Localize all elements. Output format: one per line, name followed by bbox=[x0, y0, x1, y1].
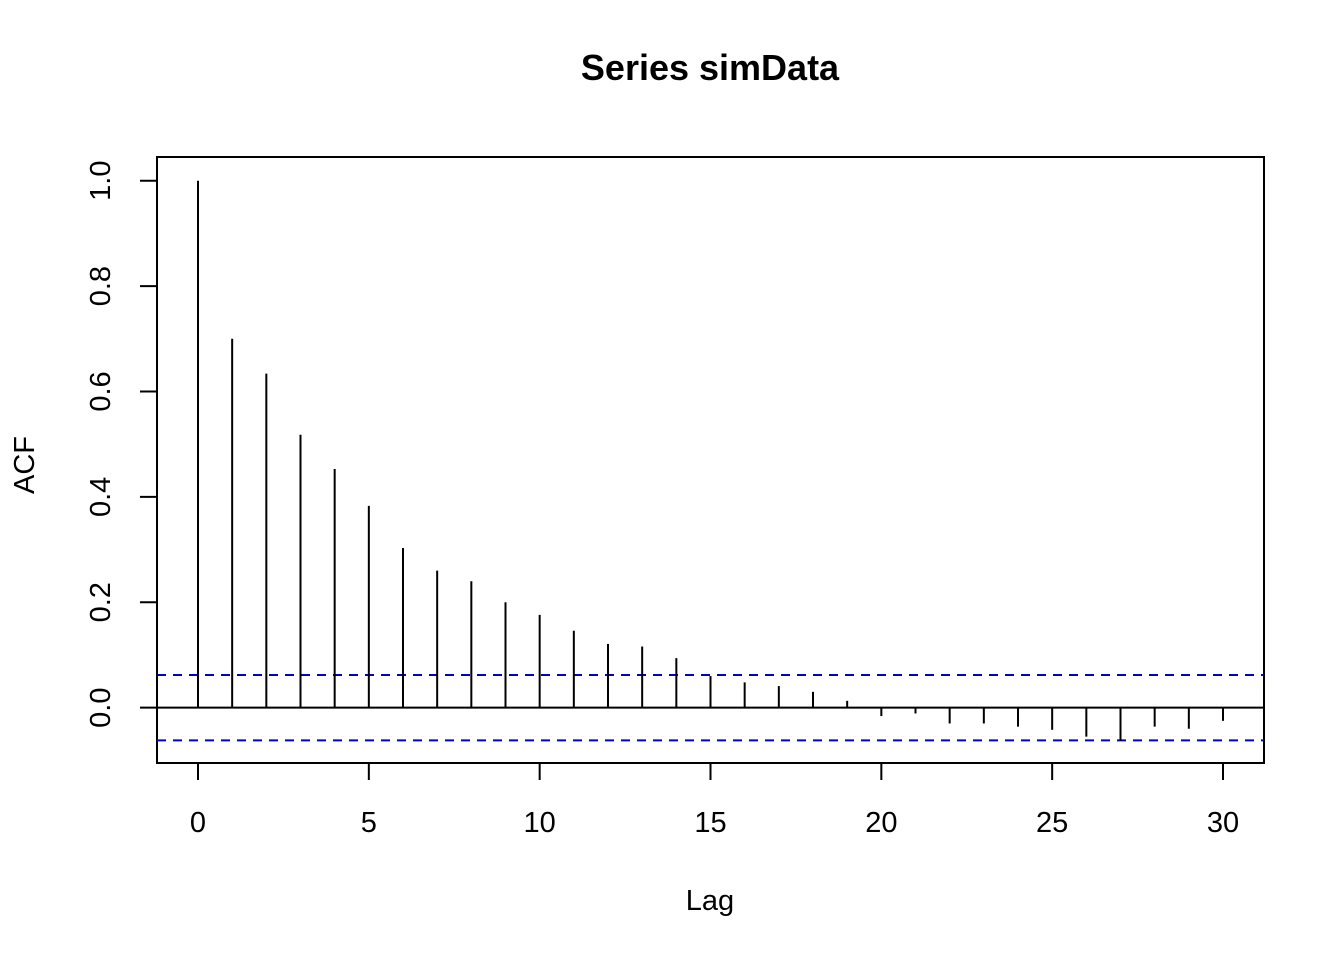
y-axis-label: ACF bbox=[9, 436, 41, 494]
y-tick-label: 1.0 bbox=[85, 161, 117, 201]
y-tick-label: 0.8 bbox=[85, 266, 117, 306]
chart-title: Series simData bbox=[581, 47, 840, 88]
x-tick-label: 30 bbox=[1207, 807, 1239, 839]
x-tick-label: 10 bbox=[524, 807, 556, 839]
plot-frame bbox=[156, 156, 1265, 764]
y-axis: 0.0 0.2 0.4 0.6 0.8 1.0 bbox=[85, 161, 158, 728]
x-axis-label: Lag bbox=[686, 885, 734, 917]
y-tick-label: 0.2 bbox=[85, 582, 117, 622]
y-tick-label: 0.6 bbox=[85, 371, 117, 411]
y-tick-label: 0.0 bbox=[85, 688, 117, 728]
acf-bars bbox=[197, 180, 1224, 741]
x-tick-label: 25 bbox=[1036, 807, 1068, 839]
x-tick-label: 0 bbox=[190, 807, 206, 839]
x-tick-label: 5 bbox=[361, 807, 377, 839]
x-axis: 0 5 10 15 20 25 30 bbox=[190, 762, 1239, 839]
x-tick-label: 15 bbox=[694, 807, 726, 839]
y-tick-label: 0.4 bbox=[85, 477, 117, 517]
x-tick-label: 20 bbox=[865, 807, 897, 839]
confidence-bounds bbox=[157, 673, 1264, 742]
